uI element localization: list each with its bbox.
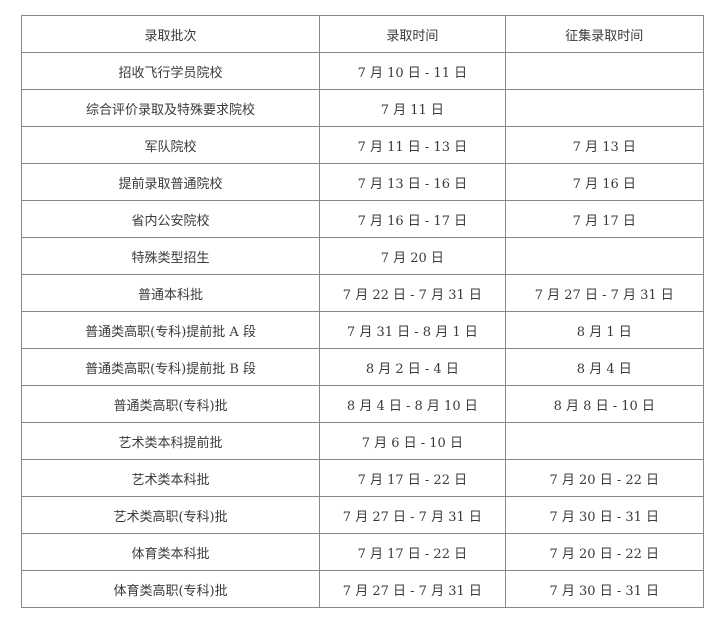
admission-schedule-table: 录取批次 录取时间 征集录取时间 招收飞行学员院校 7 月 10 日 - 11 日… — [20, 15, 705, 608]
table-row: 综合评价录取及特殊要求院校 7 月 11 日 — [20, 89, 705, 127]
batch-cell: 省内公安院校 — [20, 200, 321, 238]
batch-cell: 军队院校 — [20, 126, 321, 164]
batch-cell: 综合评价录取及特殊要求院校 — [20, 89, 321, 127]
batch-cell: 普通类高职(专科)提前批 A 段 — [20, 311, 321, 349]
solicitation-time-cell: 7 月 13 日 — [504, 126, 705, 164]
admission-time-cell: 7 月 17 日 - 22 日 — [319, 459, 506, 497]
batch-cell: 艺术类本科提前批 — [20, 422, 321, 460]
batch-cell: 特殊类型招生 — [20, 237, 321, 275]
admission-time-cell: 7 月 6 日 - 10 日 — [319, 422, 506, 460]
solicitation-time-cell — [504, 422, 705, 460]
admission-time-cell: 7 月 11 日 — [319, 89, 506, 127]
solicitation-time-cell: 7 月 16 日 — [504, 163, 705, 201]
admission-time-cell: 8 月 4 日 - 8 月 10 日 — [319, 385, 506, 423]
solicitation-time-cell — [504, 89, 705, 127]
admission-time-cell: 7 月 27 日 - 7 月 31 日 — [319, 496, 506, 534]
batch-cell: 艺术类本科批 — [20, 459, 321, 497]
admission-time-cell: 7 月 13 日 - 16 日 — [319, 163, 506, 201]
admission-time-cell: 7 月 22 日 - 7 月 31 日 — [319, 274, 506, 312]
solicitation-time-cell: 8 月 1 日 — [504, 311, 705, 349]
solicitation-time-cell: 7 月 30 日 - 31 日 — [504, 496, 705, 534]
admission-time-cell: 8 月 2 日 - 4 日 — [319, 348, 506, 386]
batch-cell: 艺术类高职(专科)批 — [20, 496, 321, 534]
admission-time-cell: 7 月 31 日 - 8 月 1 日 — [319, 311, 506, 349]
solicitation-time-cell: 7 月 30 日 - 31 日 — [504, 570, 705, 608]
batch-cell: 体育类高职(专科)批 — [20, 570, 321, 608]
table-row: 招收飞行学员院校 7 月 10 日 - 11 日 — [20, 52, 705, 90]
solicitation-time-cell — [504, 237, 705, 275]
admission-time-cell: 7 月 17 日 - 22 日 — [319, 533, 506, 571]
admission-time-cell: 7 月 10 日 - 11 日 — [319, 52, 506, 90]
solicitation-time-cell: 7 月 20 日 - 22 日 — [504, 533, 705, 571]
admission-time-cell: 7 月 27 日 - 7 月 31 日 — [319, 570, 506, 608]
table-header-row: 录取批次 录取时间 征集录取时间 — [20, 15, 705, 53]
header-solicitation-time: 征集录取时间 — [504, 15, 705, 53]
solicitation-time-cell: 8 月 8 日 - 10 日 — [504, 385, 705, 423]
admission-time-cell: 7 月 16 日 - 17 日 — [319, 200, 506, 238]
batch-cell: 体育类本科批 — [20, 533, 321, 571]
batch-cell: 招收飞行学员院校 — [20, 52, 321, 90]
batch-cell: 普通类高职(专科)提前批 B 段 — [20, 348, 321, 386]
solicitation-time-cell — [504, 52, 705, 90]
solicitation-time-cell: 8 月 4 日 — [504, 348, 705, 386]
admission-time-cell: 7 月 11 日 - 13 日 — [319, 126, 506, 164]
table-row: 艺术类本科提前批 7 月 6 日 - 10 日 — [20, 422, 705, 460]
batch-cell: 普通本科批 — [20, 274, 321, 312]
table-row: 特殊类型招生 7 月 20 日 — [20, 237, 705, 275]
solicitation-time-cell: 7 月 17 日 — [504, 200, 705, 238]
batch-cell: 普通类高职(专科)批 — [20, 385, 321, 423]
batch-cell: 提前录取普通院校 — [20, 163, 321, 201]
header-admission-time: 录取时间 — [319, 15, 506, 53]
solicitation-time-cell: 7 月 27 日 - 7 月 31 日 — [504, 274, 705, 312]
solicitation-time-cell: 7 月 20 日 - 22 日 — [504, 459, 705, 497]
header-batch: 录取批次 — [20, 15, 321, 53]
admission-time-cell: 7 月 20 日 — [319, 237, 506, 275]
